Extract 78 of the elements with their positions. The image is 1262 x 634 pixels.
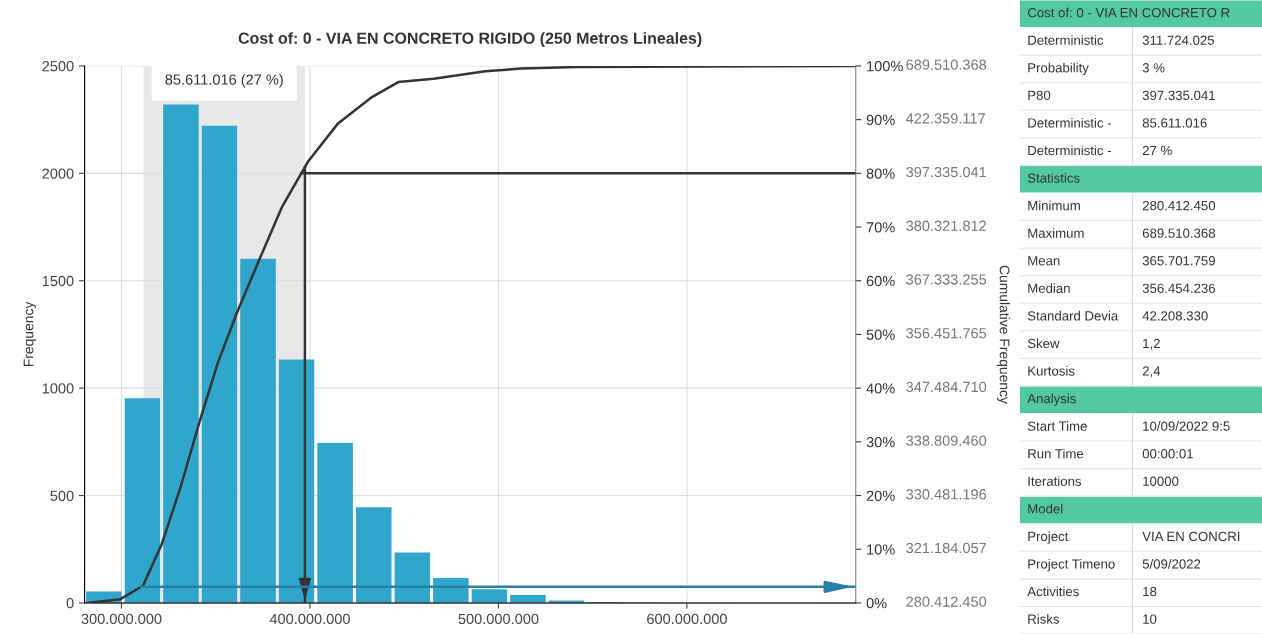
category-label: Mean <box>1028 256 1060 266</box>
text: 3 % <box>1142 63 1165 73</box>
text: 356.451.765 <box>906 328 987 339</box>
category-label: P80 <box>1028 90 1051 101</box>
y2-tick-label: 20% <box>866 490 895 501</box>
y-tick-label: 0 <box>66 598 74 609</box>
category-label: Maximum <box>1028 228 1084 238</box>
text: 689.510.368 <box>906 59 987 70</box>
y-tick-label: 1000 <box>42 383 74 394</box>
category-label: Iterations <box>1028 476 1082 486</box>
text: 27 % <box>1142 145 1172 156</box>
text: 330.481.196 <box>906 489 987 500</box>
text: 18 <box>1143 586 1157 597</box>
y2-tick-label: 10% <box>867 544 895 555</box>
text: 10000 <box>1143 476 1179 486</box>
text: 397.335.041 <box>906 166 987 178</box>
text: 00:00:01 <box>1142 449 1193 459</box>
text: 397.335.041 <box>1142 90 1215 101</box>
x-tick-label: 500.000.000 <box>458 613 539 625</box>
text: 422.359.117 <box>905 113 985 124</box>
category-label: Activities <box>1027 586 1079 597</box>
category-label: Deterministic - <box>1028 145 1111 156</box>
y2-tick-label: 30% <box>866 436 895 448</box>
category-label: Analysis <box>1027 393 1076 406</box>
text: 311.724.025 <box>1142 35 1215 45</box>
category-label: Start Time <box>1027 421 1087 431</box>
y2-tick-label: 50% <box>866 329 895 340</box>
x-tick-label: 600.000.000 <box>647 613 727 625</box>
y-tick-label: 2500 <box>42 61 74 72</box>
text: 85.611.016 <box>1142 118 1207 128</box>
category-label: Run Time <box>1028 448 1084 459</box>
text: 380.321.812 <box>906 220 986 231</box>
text: VIA EN CONCRI <box>1142 531 1240 542</box>
text: 365.701.759 <box>1142 256 1215 266</box>
y2-tick-label: 100% <box>867 61 903 72</box>
category-label: Kurtosis <box>1028 365 1075 376</box>
text: 338.809.460 <box>906 435 987 446</box>
category-label: Cost of: 0 - VIA EN CONCRETO R <box>1027 7 1230 18</box>
y-axis-title: Frequency <box>23 301 37 367</box>
y2-tick-label: 40% <box>866 383 895 394</box>
y2-tick-label: 0% <box>866 598 887 609</box>
text: 5/09/2022 <box>1142 558 1201 569</box>
y2-tick-label: 80% <box>866 168 895 179</box>
y-tick-label: 2000 <box>42 168 74 179</box>
y2-tick-label: 90% <box>866 114 895 126</box>
text: 280.412.450 <box>1142 200 1216 211</box>
category-label: Minimum <box>1028 200 1080 211</box>
category-label: Project Timeno <box>1028 558 1115 572</box>
text: 689.510.368 <box>1142 228 1216 238</box>
category-label: Statistics <box>1027 173 1080 183</box>
y2-tick-label: 60% <box>866 275 895 287</box>
text: 321.184.057 <box>906 542 986 554</box>
x-tick-label: 400.000.000 <box>269 613 350 625</box>
text: 2,4 <box>1142 366 1161 378</box>
text: 1,2 <box>1143 338 1160 350</box>
category-label: Project <box>1028 531 1069 544</box>
text: 356.454.236 <box>1142 283 1215 293</box>
y-tick-label: 500 <box>50 490 74 501</box>
category-label: Model <box>1028 503 1063 514</box>
y2-axis-title: Cumulative Frequency <box>996 265 1010 404</box>
category-label: Standard Devia <box>1027 310 1119 321</box>
category-label: Probability <box>1028 62 1089 76</box>
category-label: Median <box>1028 283 1070 293</box>
text: 10 <box>1143 614 1157 624</box>
category-label: Risks <box>1028 614 1060 624</box>
category-label: Deterministic <box>1028 35 1104 45</box>
category-label: Deterministic - <box>1028 117 1111 128</box>
y-tick-label: 1500 <box>42 275 74 287</box>
y2-tick-label: 70% <box>866 222 895 233</box>
text: 280.412.450 <box>906 596 987 607</box>
band-label: 85.611.016 (27 %) <box>165 73 283 88</box>
x-tick-label: 300.000.000 <box>81 613 162 625</box>
text: 347.484.710 <box>906 381 987 393</box>
category-label: Skew <box>1027 338 1060 349</box>
text: 367.333.255 <box>906 274 987 285</box>
chart-title: Cost of: 0 - VIA EN CONCRETO RIGIDO (250 Metros Lineales) <box>238 32 702 48</box>
text: 42.208.330 <box>1142 311 1208 321</box>
text: 10/09/2022 9:5 <box>1143 421 1230 431</box>
